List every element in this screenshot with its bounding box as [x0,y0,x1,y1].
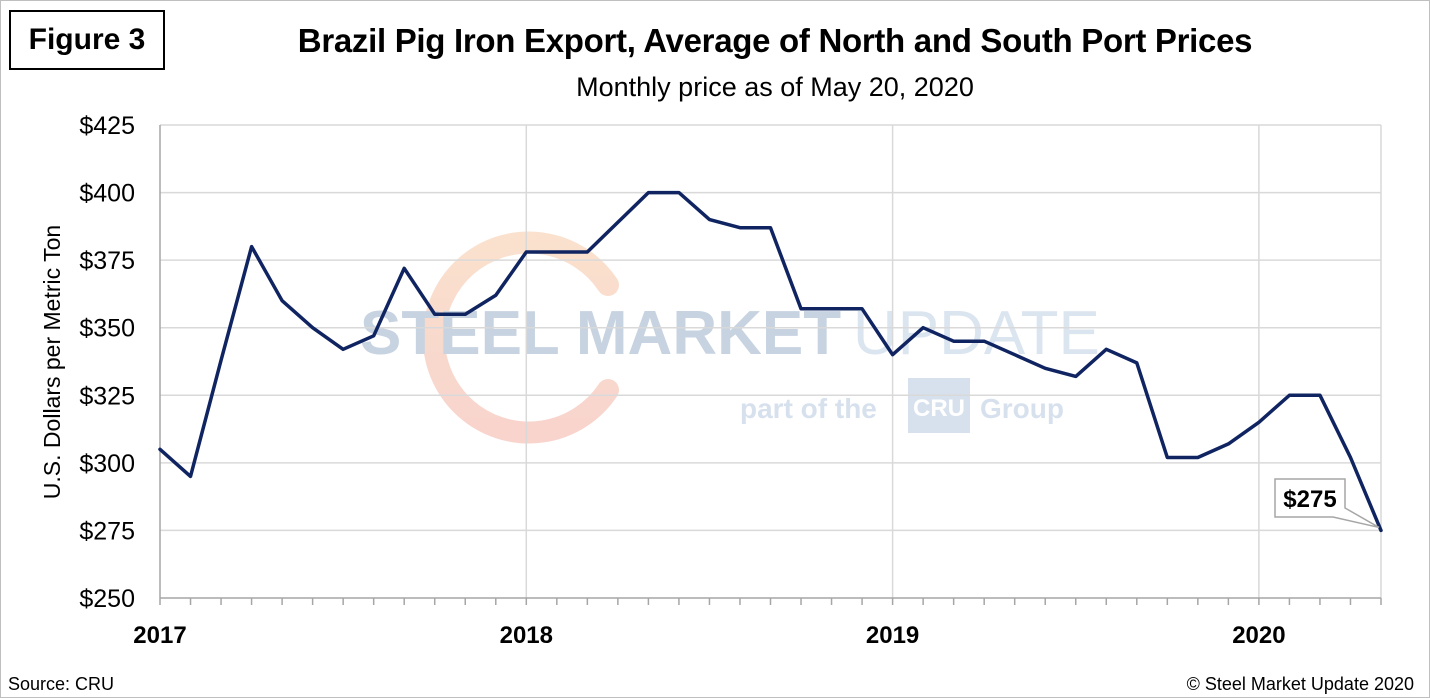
y-tick-label: $400 [79,180,135,208]
y-tick-label: $425 [79,112,135,140]
y-tick-label: $300 [79,450,135,478]
y-tick-label: $375 [79,247,135,275]
copyright-note: © Steel Market Update 2020 [1186,674,1414,694]
y-axis-label: U.S. Dollars per Metric Ton [39,225,65,499]
watermark-main-bold: STEEL MARKET [360,299,841,368]
watermark-cru-logo-icon [908,378,970,433]
watermark: STEEL MARKET UPDATE part of the CRU Grou… [360,231,1100,444]
annotation-label: $275 [1283,486,1336,513]
y-tick-label: $350 [79,315,135,343]
y-tick-label: $325 [79,382,135,410]
x-tick-labels: 2017 2018 2019 2020 [133,622,1285,649]
chart-title: Brazil Pig Iron Export, Average of North… [297,22,1253,59]
watermark-main-light: UPDATE [853,299,1100,368]
watermark-cru-text: CRU [913,395,965,422]
x-tick-label: 2020 [1232,622,1285,649]
y-tick-label: $250 [79,585,135,613]
x-tick-label: 2017 [133,622,186,649]
y-tick-labels: $250 $275 $300 $325 $350 $375 $400 $425 [79,112,135,613]
series [158,190,1383,533]
watermark-sub-after: Group [980,393,1064,424]
axes [159,125,1382,605]
x-tick-label: 2019 [866,622,919,649]
x-tick-label: 2018 [500,622,553,649]
grid [160,124,1382,598]
chart-subtitle: Monthly price as of May 20, 2020 [576,72,974,102]
source-note: Source: CRU [8,674,115,694]
annotation-callout [1274,478,1380,529]
figure-label: Figure 3 [9,10,165,70]
watermark-sub-before: part of the [740,393,877,424]
watermark-arc-icon [422,231,619,444]
annotation: $275 [1274,478,1380,529]
y-tick-label: $275 [79,517,135,545]
